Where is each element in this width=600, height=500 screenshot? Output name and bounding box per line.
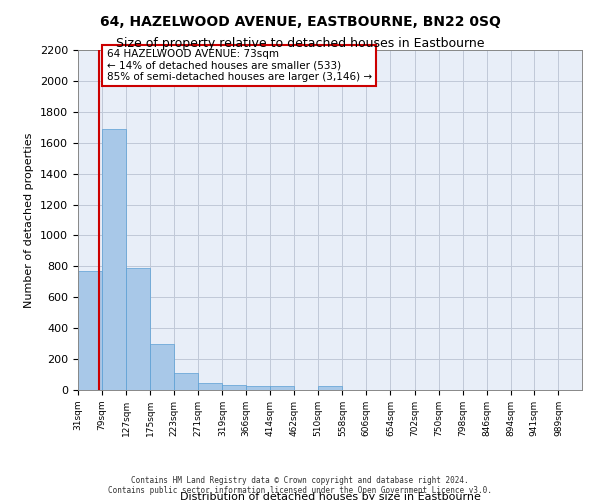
Text: 64 HAZELWOOD AVENUE: 73sqm
← 14% of detached houses are smaller (533)
85% of sem: 64 HAZELWOOD AVENUE: 73sqm ← 14% of deta… — [107, 49, 372, 82]
Bar — [102, 129, 126, 390]
Bar — [223, 386, 246, 390]
Y-axis label: Number of detached properties: Number of detached properties — [25, 132, 34, 308]
Bar — [318, 386, 342, 390]
Bar — [174, 373, 199, 390]
Bar — [78, 271, 102, 390]
Text: Size of property relative to detached houses in Eastbourne: Size of property relative to detached ho… — [116, 38, 484, 51]
X-axis label: Distribution of detached houses by size in Eastbourne: Distribution of detached houses by size … — [179, 492, 481, 500]
Text: Contains HM Land Registry data © Crown copyright and database right 2024.
Contai: Contains HM Land Registry data © Crown c… — [108, 476, 492, 495]
Bar — [270, 386, 294, 390]
Bar — [150, 344, 174, 390]
Bar — [246, 386, 270, 390]
Text: 64, HAZELWOOD AVENUE, EASTBOURNE, BN22 0SQ: 64, HAZELWOOD AVENUE, EASTBOURNE, BN22 0… — [100, 15, 500, 29]
Bar — [126, 268, 150, 390]
Bar — [199, 383, 223, 390]
